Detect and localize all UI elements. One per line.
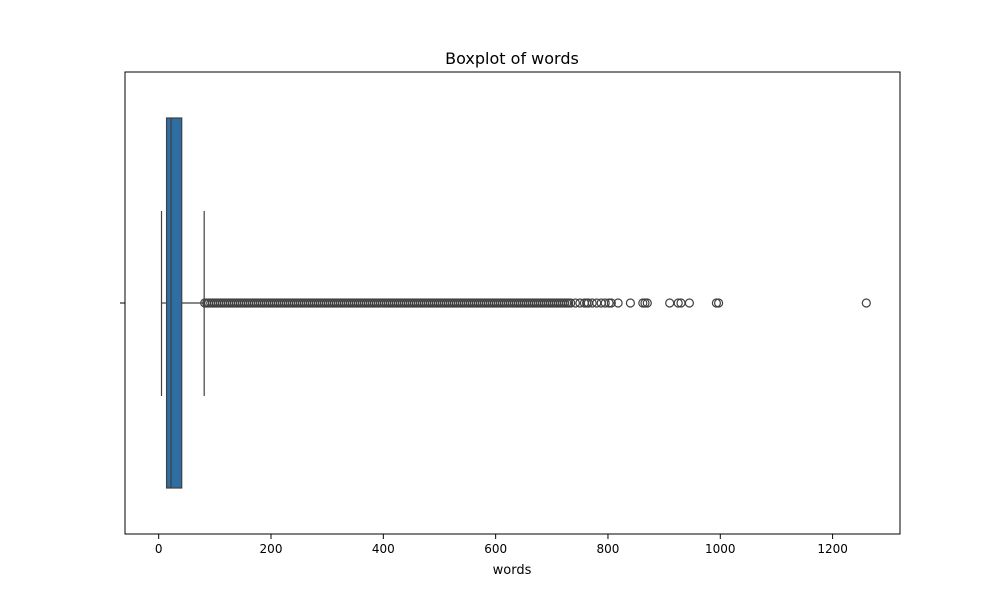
x-axis-label: words bbox=[493, 563, 532, 578]
x-tick-label: 200 bbox=[260, 542, 283, 556]
outlier-point bbox=[570, 298, 581, 308]
x-tick-label: 800 bbox=[597, 542, 620, 556]
outlier-point bbox=[640, 298, 650, 308]
outlier-point bbox=[684, 298, 695, 308]
outlier-point bbox=[606, 298, 616, 308]
iqr-box bbox=[165, 117, 183, 489]
boxplot-marks bbox=[160, 117, 871, 489]
outlier-point bbox=[600, 298, 610, 308]
outlier-point bbox=[861, 298, 871, 308]
outlier-point bbox=[673, 298, 683, 308]
x-tick-label: 0 bbox=[155, 542, 163, 556]
outlier-point bbox=[642, 298, 652, 308]
outlier-point bbox=[613, 298, 623, 308]
x-tick-label: 600 bbox=[484, 542, 507, 556]
outlier-point bbox=[665, 298, 675, 308]
x-tick-label: 1200 bbox=[817, 542, 848, 556]
x-tick-label: 400 bbox=[372, 542, 395, 556]
outlier-point bbox=[587, 298, 597, 308]
outlier-point bbox=[625, 298, 636, 308]
x-axis-ticks: 0 200 400 600 800 1000 1200 bbox=[155, 534, 848, 556]
outlier-point bbox=[566, 298, 576, 308]
chart-title: Boxplot of words bbox=[445, 49, 579, 68]
outlier-point bbox=[713, 298, 724, 308]
x-tick-label: 1000 bbox=[705, 542, 736, 556]
